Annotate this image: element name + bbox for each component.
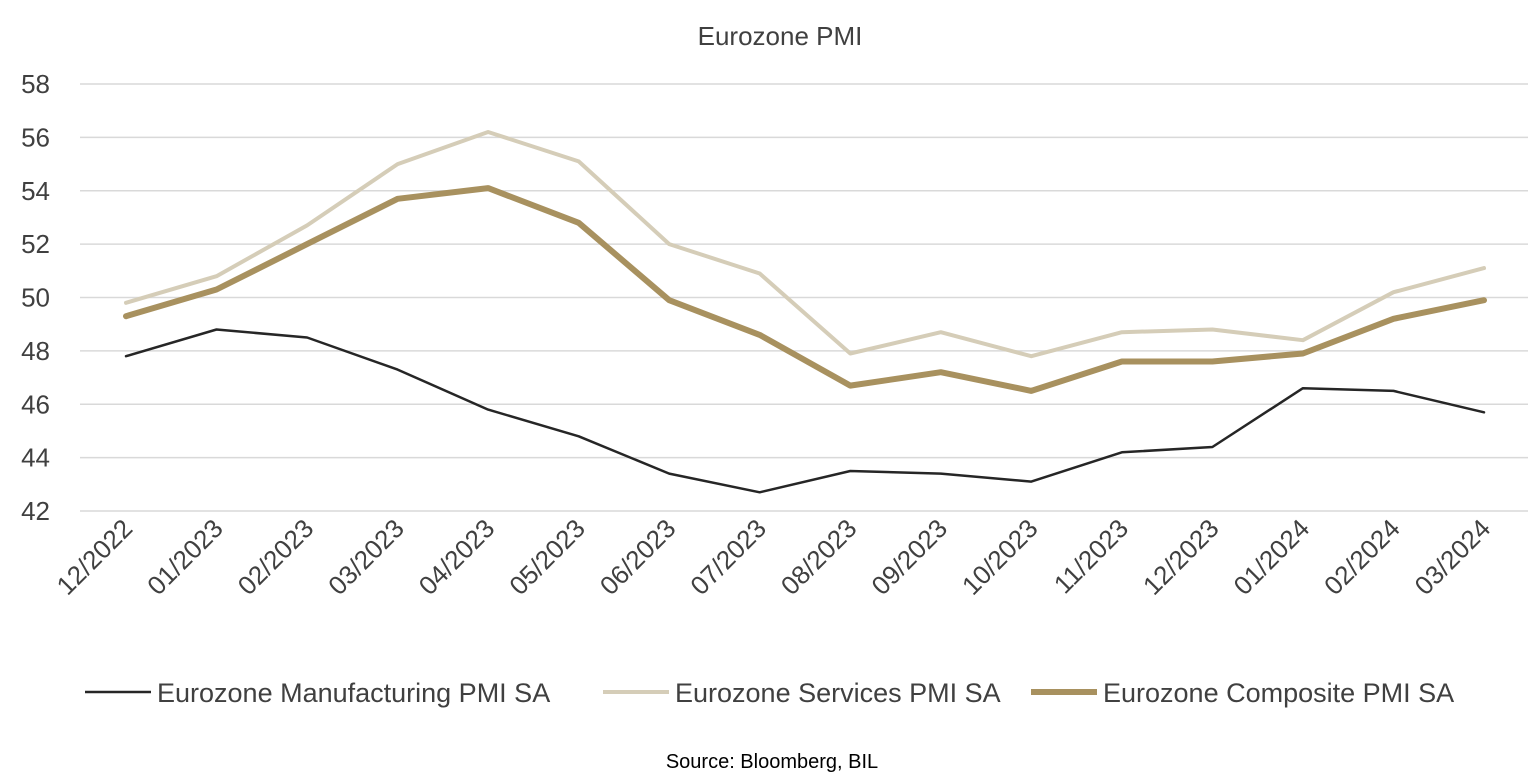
- series-line: [124, 130, 1486, 359]
- y-tick-label: 52: [21, 229, 50, 259]
- source-note: Source: Bloomberg, BIL: [666, 751, 878, 773]
- x-tick-label: 05/2023: [503, 513, 591, 601]
- y-axis-ticks: 42 44 46 48 50 52 54 56 58: [21, 69, 50, 526]
- y-tick-label: 58: [21, 69, 50, 99]
- series-line: [124, 328, 1486, 494]
- y-tick-label: 44: [21, 443, 50, 473]
- x-tick-label: 12/2022: [51, 513, 139, 601]
- x-axis-ticks: 12/2022 01/2023 02/2023 03/2023 04/2023 05/20…: [51, 513, 1497, 601]
- legend-label: Eurozone Manufacturing PMI SA: [157, 678, 550, 708]
- x-tick-label: 12/2023: [1137, 513, 1225, 601]
- legend-label: Eurozone Composite PMI SA: [1103, 678, 1454, 708]
- x-tick-label: 04/2023: [413, 513, 501, 601]
- series-line: [123, 185, 1487, 394]
- x-tick-label: 06/2023: [594, 513, 682, 601]
- chart-title: Eurozone PMI: [698, 21, 863, 51]
- y-tick-label: 48: [21, 336, 50, 366]
- y-tick-label: 46: [21, 389, 50, 419]
- legend-label: Eurozone Services PMI SA: [675, 678, 1001, 708]
- x-tick-label: 03/2024: [1409, 513, 1497, 601]
- x-tick-label: 02/2023: [232, 513, 320, 601]
- gridlines: [80, 83, 1528, 512]
- x-tick-label: 10/2023: [956, 513, 1044, 601]
- y-tick-label: 50: [21, 283, 50, 313]
- x-tick-label: 02/2024: [1318, 513, 1406, 601]
- y-tick-label: 54: [21, 176, 50, 206]
- x-tick-label: 09/2023: [865, 513, 953, 601]
- x-tick-label: 11/2023: [1048, 513, 1134, 599]
- series-lines: [123, 130, 1487, 494]
- x-tick-label: 01/2023: [141, 513, 229, 601]
- y-tick-label: 42: [21, 496, 50, 526]
- legend: Eurozone Manufacturing PMI SA Eurozone Se…: [85, 678, 1454, 708]
- y-tick-label: 56: [21, 122, 50, 152]
- x-tick-label: 01/2024: [1228, 513, 1316, 601]
- x-tick-label: 03/2023: [322, 513, 410, 601]
- x-tick-label: 08/2023: [775, 513, 863, 601]
- x-tick-label: 07/2023: [684, 513, 772, 601]
